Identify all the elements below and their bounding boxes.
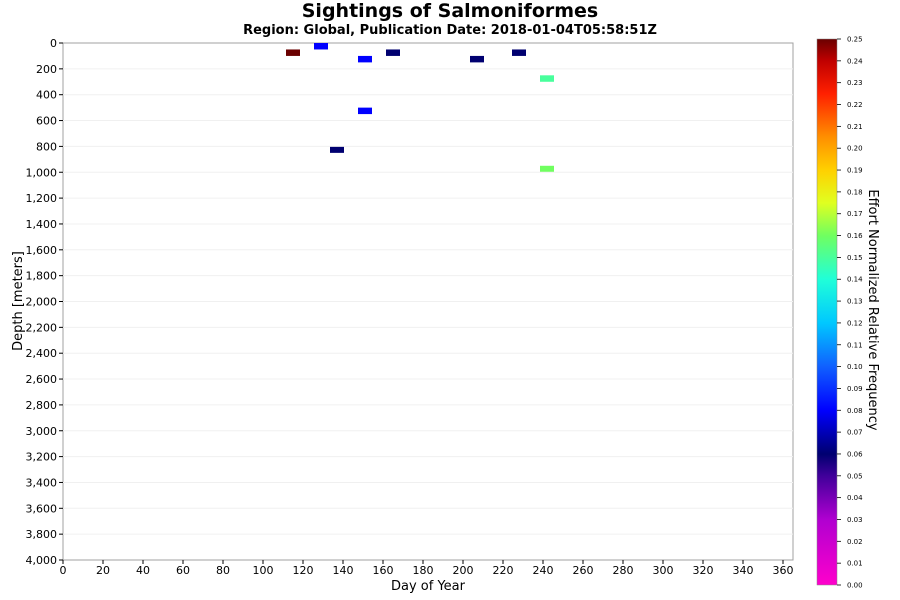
heatmap-cell	[512, 49, 526, 56]
y-tick-label: 3,600	[26, 502, 58, 515]
colorbar-tick-label: 0.20	[847, 145, 863, 153]
x-tick-label: 40	[136, 564, 150, 577]
y-tick-label: 3,800	[26, 528, 58, 541]
x-tick-label: 280	[613, 564, 634, 577]
colorbar-tick-label: 0.19	[847, 167, 863, 175]
heatmap-cell	[314, 43, 328, 50]
y-axis-label: Depth [meters]	[11, 251, 26, 351]
heatmap-cell	[540, 165, 554, 173]
y-tick-label: 4,000	[26, 554, 58, 567]
x-tick-label: 180	[413, 564, 434, 577]
colorbar-tick-label: 0.21	[847, 123, 863, 131]
x-axis-label: Day of Year	[391, 579, 466, 594]
y-tick-label: 400	[36, 89, 57, 102]
colorbar-tick-label: 0.13	[847, 298, 863, 306]
colorbar-tick-label: 0.11	[847, 341, 863, 349]
chart-title: Sightings of Salmoniformes	[301, 0, 599, 22]
colorbar-tick-label: 0.02	[847, 538, 863, 546]
y-tick-label: 2,000	[26, 296, 58, 309]
x-tick-label: 100	[253, 564, 274, 577]
y-tick-label: 800	[36, 140, 57, 153]
colorbar-tick-label: 0.08	[847, 407, 863, 415]
y-tick-label: 1,000	[26, 166, 58, 179]
y-tick-label: 1,800	[26, 270, 58, 283]
colorbar-tick-label: 0.04	[847, 494, 863, 502]
y-tick-label: 2,600	[26, 373, 58, 386]
colorbar-tick-label: 0.18	[847, 188, 863, 196]
y-tick-label: 2,400	[26, 347, 58, 360]
heatmap-cell	[358, 107, 372, 115]
x-tick-label: 120	[293, 564, 314, 577]
y-tick-label: 200	[36, 63, 57, 76]
x-tick-label: 20	[96, 564, 110, 577]
heatmap-cell	[386, 49, 400, 56]
colorbar-tick-label: 0.15	[847, 254, 863, 262]
chart-subtitle: Region: Global, Publication Date: 2018-0…	[243, 23, 657, 38]
heatmap-cell	[330, 146, 344, 153]
colorbar-tick-label: 0.23	[847, 79, 863, 87]
heatmap-cell	[286, 49, 300, 56]
x-tick-label: 200	[453, 564, 474, 577]
colorbar-tick-label: 0.03	[847, 516, 863, 524]
x-tick-label: 360	[773, 564, 794, 577]
x-tick-label: 340	[733, 564, 754, 577]
y-tick-label: 600	[36, 115, 57, 128]
y-tick-label: 1,200	[26, 192, 58, 205]
colorbar	[816, 38, 838, 586]
heatmap-cell	[470, 55, 484, 63]
y-tick-label: 3,200	[26, 451, 58, 464]
colorbar-tick-label: 0.12	[847, 319, 863, 327]
colorbar-tick-label: 0.05	[847, 472, 863, 480]
colorbar-tick-label: 0.07	[847, 429, 863, 437]
colorbar-tick-label: 0.16	[847, 232, 863, 240]
y-tick-label: 3,400	[26, 476, 58, 489]
y-tick-label: 1,600	[26, 244, 58, 257]
colorbar-tick-label: 0.09	[847, 385, 863, 393]
heatmap-cell	[358, 55, 372, 63]
x-tick-label: 240	[533, 564, 554, 577]
colorbar-tick-label: 0.24	[847, 57, 863, 65]
x-tick-label: 80	[216, 564, 230, 577]
x-tick-label: 300	[653, 564, 674, 577]
y-tick-label: 2,200	[26, 321, 58, 334]
heatmap-cell	[540, 75, 554, 82]
colorbar-tick-label: 0.25	[847, 36, 863, 44]
x-tick-label: 160	[373, 564, 394, 577]
colorbar-tick-label: 0.06	[847, 450, 863, 458]
y-tick-label: 0	[50, 37, 57, 50]
colorbar-label: Effort Normalized Relative Frequency	[865, 189, 880, 431]
y-tick-label: 2,800	[26, 399, 58, 412]
colorbar-tick-label: 0.14	[847, 276, 863, 284]
y-tick-label: 1,400	[26, 218, 58, 231]
x-tick-label: 140	[333, 564, 354, 577]
colorbar-tick-label: 0.00	[847, 582, 863, 590]
x-tick-label: 220	[493, 564, 514, 577]
y-tick-label: 3,000	[26, 425, 58, 438]
colorbar-tick-label: 0.01	[847, 560, 863, 568]
colorbar-tick-label: 0.10	[847, 363, 863, 371]
colorbar-tick-label: 0.22	[847, 101, 863, 109]
colorbar-tick-label: 0.17	[847, 210, 863, 218]
x-tick-label: 320	[693, 564, 714, 577]
x-tick-label: 60	[176, 564, 190, 577]
x-tick-label: 0	[60, 564, 67, 577]
x-tick-label: 260	[573, 564, 594, 577]
